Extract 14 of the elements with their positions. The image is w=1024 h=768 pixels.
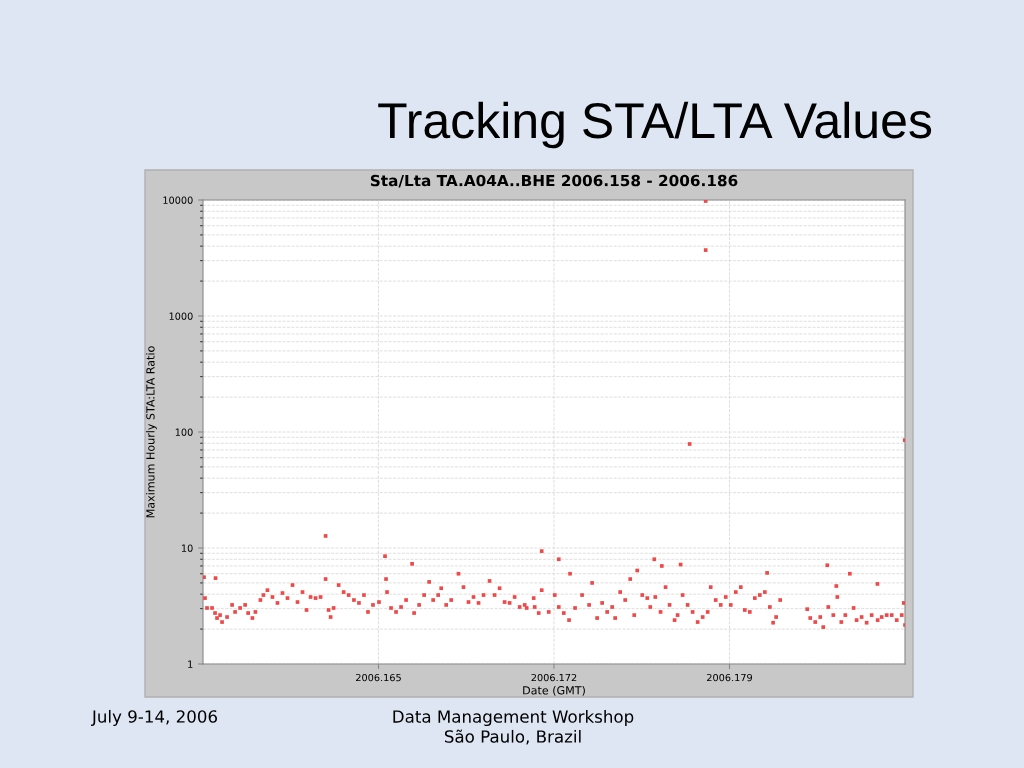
x-tick-label: 2006.172: [531, 673, 577, 682]
chart-title: Tracking STA/LTA Values: [378, 101, 932, 149]
chart-subtitle: Sta/Lta TA.A04A..BHE 2006.158 - 2006.186: [370, 174, 738, 188]
y-tick-label: 1: [188, 660, 193, 668]
x-tick-label: 2006.179: [707, 673, 753, 682]
text: Data Management Workshop São Paulo, Brazil: [393, 709, 634, 745]
y-tick-label: 100: [175, 428, 193, 436]
y-tick-label: 10: [181, 544, 193, 552]
x-axis-title: Date (GMT): [523, 685, 585, 696]
text: July 9-14, 2006: [91, 709, 217, 727]
x-tick-label: 2006.165: [356, 673, 401, 682]
y-axis-title: Maximum Hourly STA:LTA Ratio: [146, 346, 157, 518]
y-tick-label: 1000: [169, 312, 193, 320]
y-tick-label: 10000: [163, 196, 193, 204]
